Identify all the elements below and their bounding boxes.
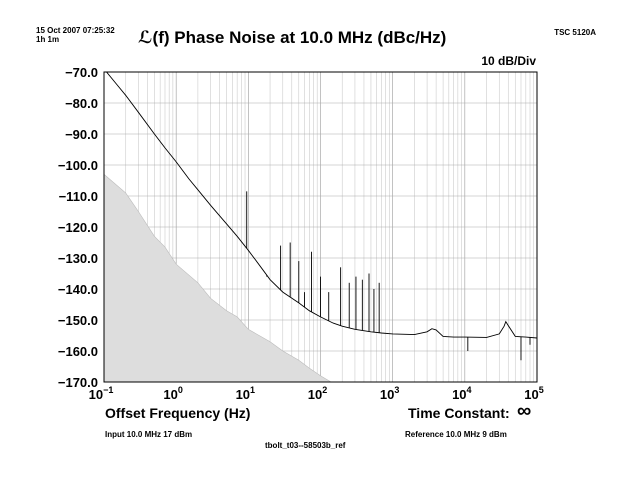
chart-title: ℒ(f) Phase Noise at 10.0 MHz (dBc/Hz) xyxy=(138,28,447,47)
x-tick-label: 102 xyxy=(308,385,327,402)
x-tick-label: 100 xyxy=(163,385,182,402)
time-constant-value: ∞ xyxy=(517,400,532,422)
plot-frame xyxy=(103,71,538,383)
x-axis-title: Offset Frequency (Hz) xyxy=(105,405,251,421)
x-tick-label: 104 xyxy=(452,385,471,402)
y-tick-label: −140.0 xyxy=(58,282,98,297)
timestamp: 15 Oct 2007 07:25:32 xyxy=(36,26,115,35)
x-tick-label: 103 xyxy=(380,385,399,402)
y-tick-label: −170.0 xyxy=(58,375,98,390)
noise-floor-area xyxy=(104,173,332,382)
phase-noise-trace xyxy=(105,72,537,339)
x-tick-label: 10−1 xyxy=(89,385,114,402)
time-constant-label: Time Constant: xyxy=(408,405,510,421)
y-tick-label: −120.0 xyxy=(58,220,98,235)
y-tick-label: −110.0 xyxy=(59,189,98,204)
file-name: tbolt_t03--58503b_ref xyxy=(265,441,346,450)
duration: 1h 1m xyxy=(36,35,60,44)
y-tick-label: −70.0 xyxy=(65,65,98,80)
input-info: Input 10.0 MHz 17 dBm xyxy=(105,430,193,439)
y-tick-label: −90.0 xyxy=(65,127,98,142)
x-tick-label: 105 xyxy=(524,385,543,402)
y-tick-label: −160.0 xyxy=(58,344,98,359)
y-tick-label: −150.0 xyxy=(58,313,98,328)
y-tick-label: −80.0 xyxy=(65,96,98,111)
reference-info: Reference 10.0 MHz 9 dBm xyxy=(405,430,507,439)
x-tick-label: 101 xyxy=(236,385,255,402)
y-tick-label: −130.0 xyxy=(58,251,98,266)
instrument-model: TSC 5120A xyxy=(554,28,596,37)
scale-label: 10 dB/Div xyxy=(481,54,536,68)
y-tick-label: −100.0 xyxy=(58,158,98,173)
